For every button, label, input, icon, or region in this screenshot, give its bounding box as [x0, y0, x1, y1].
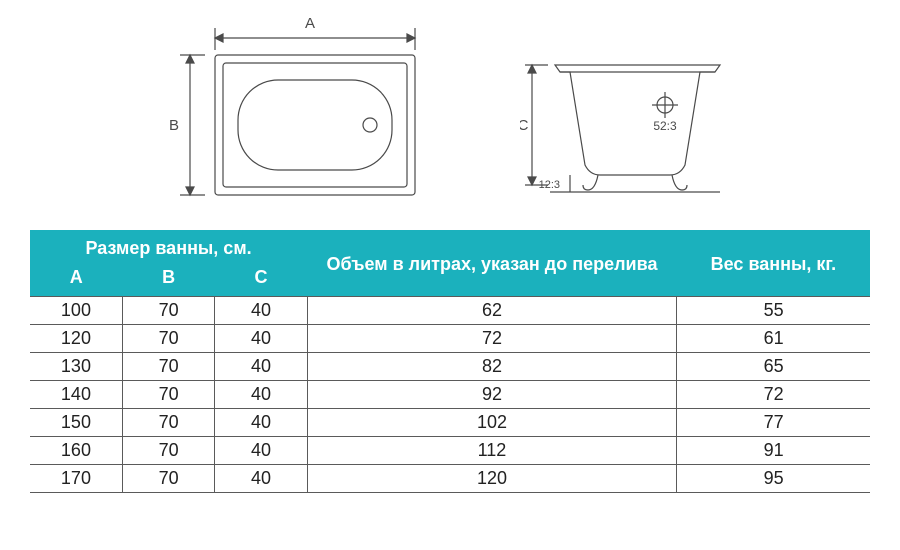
cell-a: 170: [30, 465, 122, 493]
cell-b: 70: [122, 381, 214, 409]
cell-b: 70: [122, 437, 214, 465]
cell-wt: 61: [677, 325, 870, 353]
table-row: 170704012095: [30, 465, 870, 493]
cell-vol: 102: [307, 409, 677, 437]
label-12-3: 12:3: [539, 179, 560, 191]
bathtub-side-view: C 52:3 12:3: [520, 10, 740, 210]
cell-a: 130: [30, 353, 122, 381]
cell-a: 160: [30, 437, 122, 465]
dim-label-b: B: [169, 117, 179, 134]
side-view-svg: C 52:3 12:3: [520, 10, 740, 210]
cell-vol: 120: [307, 465, 677, 493]
header-col-a: A: [30, 265, 122, 297]
table-row: 12070407261: [30, 325, 870, 353]
cell-c: 40: [215, 381, 307, 409]
header-volume: Объем в литрах, указан до перелива: [307, 230, 677, 297]
cell-b: 70: [122, 297, 214, 325]
cell-b: 70: [122, 353, 214, 381]
cell-wt: 95: [677, 465, 870, 493]
table-row: 13070408265: [30, 353, 870, 381]
table-header: Размер ванны, см. Объем в литрах, указан…: [30, 230, 870, 297]
table-row: 150704010277: [30, 409, 870, 437]
top-view-svg: A B: [160, 10, 440, 210]
diagrams-row: A B: [30, 10, 870, 220]
cell-c: 40: [215, 437, 307, 465]
table-body: 1007040625512070407261130704082651407040…: [30, 297, 870, 493]
cell-vol: 112: [307, 437, 677, 465]
cell-b: 70: [122, 325, 214, 353]
cell-a: 120: [30, 325, 122, 353]
cell-wt: 72: [677, 381, 870, 409]
table-row: 10070406255: [30, 297, 870, 325]
header-size-group: Размер ванны, см.: [30, 230, 307, 265]
cell-c: 40: [215, 409, 307, 437]
page-container: A B: [0, 0, 900, 550]
cell-a: 140: [30, 381, 122, 409]
cell-vol: 82: [307, 353, 677, 381]
header-weight: Вес ванны, кг.: [677, 230, 870, 297]
cell-c: 40: [215, 297, 307, 325]
bathtub-top-view: A B: [160, 10, 440, 210]
cell-c: 40: [215, 353, 307, 381]
cell-wt: 77: [677, 409, 870, 437]
cell-wt: 55: [677, 297, 870, 325]
label-52-3: 52:3: [653, 119, 677, 133]
table-row: 14070409272: [30, 381, 870, 409]
spec-table: Размер ванны, см. Объем в литрах, указан…: [30, 230, 870, 493]
spec-table-wrap: Размер ванны, см. Объем в литрах, указан…: [30, 230, 870, 493]
cell-b: 70: [122, 409, 214, 437]
dim-label-c: C: [520, 117, 529, 134]
cell-c: 40: [215, 465, 307, 493]
cell-wt: 91: [677, 437, 870, 465]
cell-wt: 65: [677, 353, 870, 381]
dim-label-a: A: [305, 15, 315, 32]
cell-a: 100: [30, 297, 122, 325]
cell-vol: 72: [307, 325, 677, 353]
cell-c: 40: [215, 325, 307, 353]
header-col-b: B: [122, 265, 214, 297]
table-row: 160704011291: [30, 437, 870, 465]
cell-vol: 62: [307, 297, 677, 325]
cell-vol: 92: [307, 381, 677, 409]
cell-b: 70: [122, 465, 214, 493]
cell-a: 150: [30, 409, 122, 437]
header-col-c: C: [215, 265, 307, 297]
